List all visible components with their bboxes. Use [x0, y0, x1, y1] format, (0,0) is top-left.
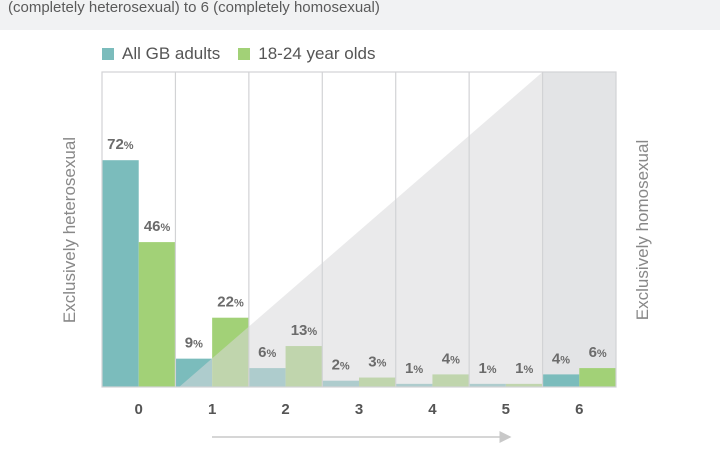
data-label-all-adults-2: 6%	[258, 344, 276, 361]
x-tick-label-3: 3	[355, 401, 363, 418]
legend-item-all-adults: All GB adults	[102, 44, 220, 64]
chart-subtitle: (completely heterosexual) to 6 (complete…	[8, 0, 380, 16]
data-label-all-adults-5: 1%	[478, 360, 496, 377]
legend-item-18-24: 18-24 year olds	[238, 44, 375, 64]
x-tick-label-0: 0	[135, 401, 143, 418]
legend: All GB adults 18-24 year olds	[102, 44, 393, 64]
data-label-18-24-2: 13%	[291, 322, 318, 339]
data-label-18-24-1: 22%	[217, 294, 244, 311]
plot-frame	[101, 71, 617, 388]
x-tick-label-2: 2	[281, 401, 289, 418]
x-tick-label-4: 4	[428, 401, 437, 418]
data-label-18-24-0: 46%	[144, 218, 171, 235]
data-label-all-adults-1: 9%	[185, 335, 203, 352]
data-label-all-adults-6: 4%	[552, 350, 570, 367]
data-label-18-24-4: 4%	[442, 350, 460, 367]
data-label-all-adults-4: 1%	[405, 360, 423, 377]
data-label-18-24-5: 1%	[515, 360, 533, 377]
x-tick-label-5: 5	[502, 401, 510, 418]
legend-label-all-adults: All GB adults	[122, 44, 221, 63]
data-label-all-adults-0: 72%	[107, 136, 134, 153]
data-label-18-24-6: 6%	[589, 344, 607, 361]
x-tick-label-1: 1	[208, 401, 216, 418]
bar-all-adults-6	[542, 374, 580, 387]
bar-18-24-0	[138, 242, 176, 387]
x-tick-label-6: 6	[575, 401, 583, 418]
shaded-last-column	[542, 72, 616, 387]
legend-swatch-18-24	[238, 48, 251, 60]
legend-label-18-24: 18-24 year olds	[258, 44, 376, 63]
data-label-18-24-3: 3%	[368, 354, 386, 371]
bar-18-24-6	[579, 368, 616, 387]
data-label-all-adults-3: 2%	[332, 357, 350, 374]
header-band	[0, 0, 720, 30]
diagonal-shading	[179, 72, 543, 387]
legend-swatch-all-adults	[102, 48, 114, 60]
bar-all-adults-0	[102, 160, 139, 387]
